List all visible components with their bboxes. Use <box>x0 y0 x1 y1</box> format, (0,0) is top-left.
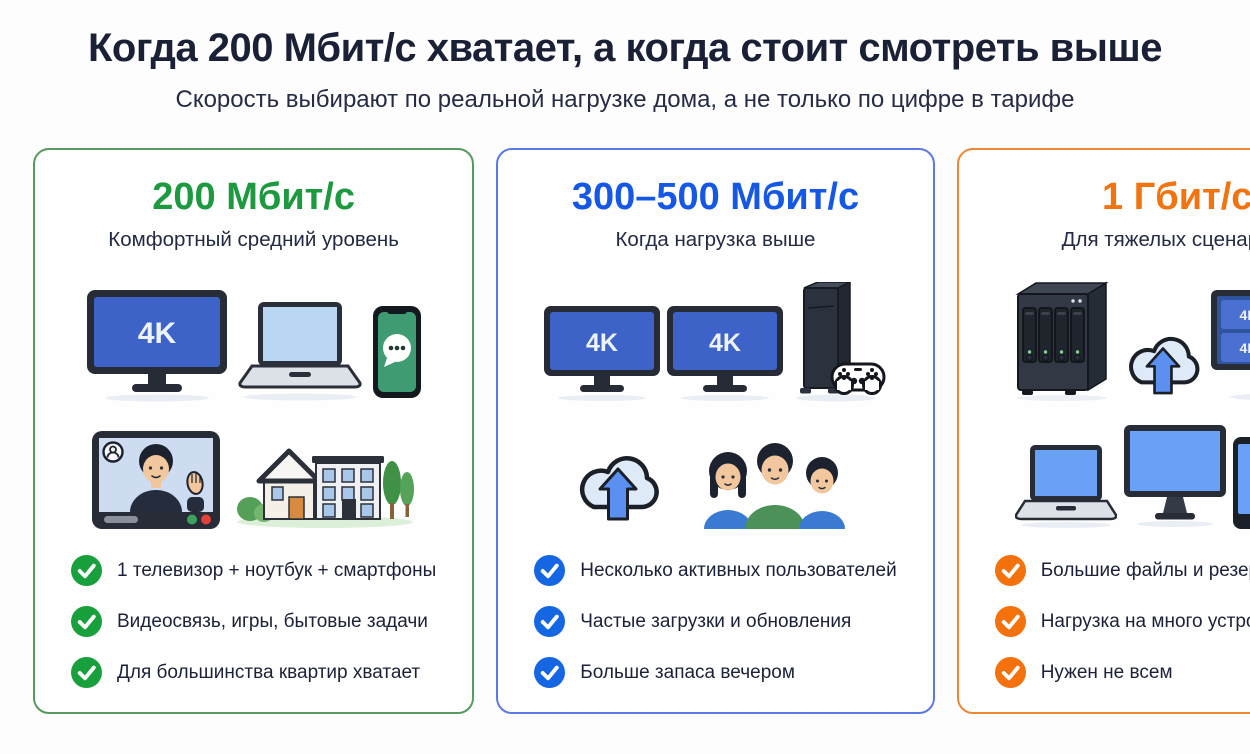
card-1g-devices: 4K 4K 4K 4K <box>973 276 1250 402</box>
multi-4k-monitor-icon: 4K 4K 4K 4K <box>1210 290 1250 401</box>
card-speed-title: 300–500 Мбит/с <box>571 176 860 218</box>
cards-row: 200 Мбит/с Комфортный средний уровень 4K <box>0 148 1250 714</box>
check-icon <box>534 657 566 688</box>
check-icon <box>71 555 102 586</box>
card-200-devices: 4K <box>49 276 458 402</box>
video-call-icon <box>91 431 220 529</box>
check-icon <box>994 555 1026 586</box>
svg-text:4K: 4K <box>1239 340 1250 356</box>
card-300-checklist: Несколько активных пользователей Частые … <box>512 555 918 688</box>
card-speed-title: 200 Мбит/с <box>152 176 355 218</box>
card-300-500mbit: 300–500 Мбит/с Когда нагрузка выше 4K 4K <box>496 148 935 714</box>
checklist-item-label: Нагрузка на много устройств сразу <box>1040 610 1250 632</box>
check-icon <box>534 606 566 637</box>
card-300-scenes <box>512 414 918 529</box>
checklist-item: 1 телевизор + ноутбук + смартфоны <box>71 555 436 586</box>
svg-text:4K: 4K <box>586 329 618 357</box>
checklist-item: Больше запаса вечером <box>534 657 896 688</box>
card-1g-checklist: Большие файлы и резервные копии Нагрузка… <box>973 555 1250 688</box>
svg-text:4K: 4K <box>709 329 741 357</box>
check-icon <box>71 657 102 688</box>
checklist-item-label: Нужен не всем <box>1040 661 1173 683</box>
monitor-icon <box>1123 425 1226 527</box>
header: Когда 200 Мбит/с хватает, а когда стоит … <box>0 0 1250 114</box>
house-icon <box>236 448 414 528</box>
card-1gbit: 1 Гбит/с Для тяжелых сценариев <box>956 148 1250 714</box>
card-speed-title: 1 Гбит/с <box>1102 176 1250 218</box>
tv-4k-icon: 4K <box>667 306 784 402</box>
svg-text:4K: 4K <box>137 317 176 350</box>
checklist-item: Нагрузка на много устройств сразу <box>994 606 1250 637</box>
tv-4k-icon: 4K <box>86 290 227 402</box>
page-title: Когда 200 Мбит/с хватает, а когда стоит … <box>87 26 1163 70</box>
check-icon <box>534 555 566 586</box>
card-1g-multidevice <box>973 414 1250 529</box>
checklist-item: Для большинства квартир хватает <box>71 657 436 688</box>
checklist-item: Большие файлы и резервные копии <box>994 555 1250 586</box>
checklist-item-label: Частые загрузки и обновления <box>580 610 852 632</box>
tv-4k-icon: 4K <box>544 306 661 402</box>
card-200mbit: 200 Мбит/с Комфортный средний уровень 4K <box>33 148 475 714</box>
laptop-icon <box>1014 445 1117 528</box>
checklist-item: Нужен не всем <box>994 657 1250 688</box>
family-users-icon <box>704 443 846 529</box>
smartphone-chat-icon <box>372 306 421 399</box>
checklist-item-label: Большие файлы и резервные копии <box>1040 559 1250 581</box>
checklist-item: Видеосвязь, игры, бытовые задачи <box>71 606 436 637</box>
checklist-item: Несколько активных пользователей <box>534 555 897 586</box>
checklist-item-label: 1 телевизор + ноутбук + смартфоны <box>117 559 437 581</box>
checklist-item-label: Видеосвязь, игры, бытовые задачи <box>117 610 428 632</box>
check-icon <box>71 606 102 637</box>
checklist-item: Частые загрузки и обновления <box>534 606 896 637</box>
checklist-item-label: Больше запаса вечером <box>580 661 795 683</box>
card-speed-subtitle: Когда нагрузка выше <box>615 228 816 251</box>
cloud-upload-icon <box>1128 337 1200 395</box>
svg-text:4K: 4K <box>1239 307 1250 323</box>
nas-server-icon <box>1015 281 1109 402</box>
checklist-item-label: Несколько активных пользователей <box>580 559 897 581</box>
card-300-devices: 4K 4K <box>512 276 918 402</box>
card-speed-subtitle: Комфортный средний уровень <box>108 228 399 251</box>
tablet-icon <box>1232 437 1250 529</box>
laptop-icon <box>237 302 362 401</box>
card-200-checklist: 1 телевизор + ноутбук + смартфоны Видеос… <box>49 555 458 688</box>
card-200-scenes <box>49 414 458 529</box>
game-console-icon <box>796 282 886 402</box>
check-icon <box>994 606 1026 637</box>
checklist-item-label: Для большинства квартир хватает <box>117 661 421 683</box>
page-subtitle: Скорость выбирают по реальной нагрузке д… <box>175 86 1075 113</box>
cloud-upload-icon <box>580 456 660 521</box>
card-speed-subtitle: Для тяжелых сценариев <box>1061 228 1250 251</box>
check-icon <box>994 657 1026 688</box>
